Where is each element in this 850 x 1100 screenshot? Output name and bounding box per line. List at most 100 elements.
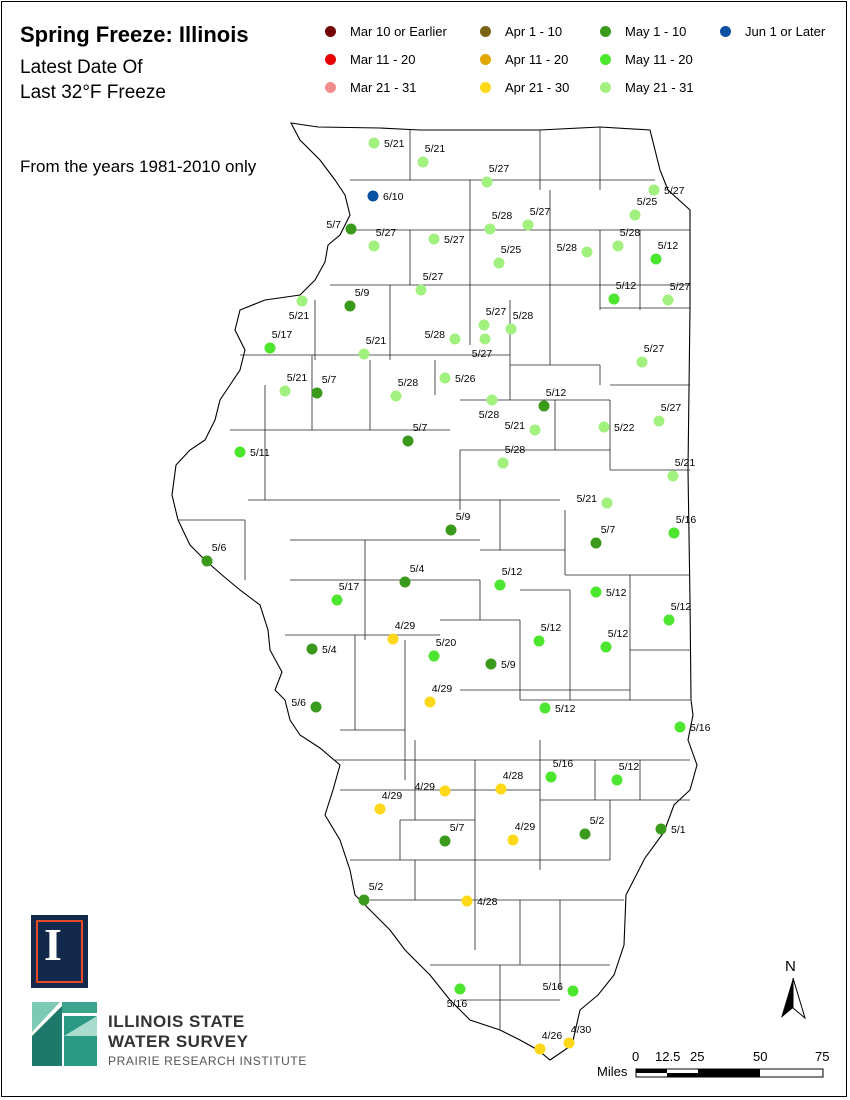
station-dot <box>507 834 519 846</box>
station-date-label: 5/12 <box>658 240 679 252</box>
station-dot <box>358 894 370 906</box>
station-date-label: 5/22 <box>614 422 635 434</box>
station-date-label: 5/6 <box>291 697 306 709</box>
station-dot <box>424 696 436 708</box>
station-dot <box>505 323 517 335</box>
legend-label: Jun 1 or Later <box>745 24 826 39</box>
station-dot <box>402 435 414 447</box>
station-dot <box>310 701 322 713</box>
station-date-label: 5/27 <box>444 234 465 246</box>
station-dot <box>296 295 308 307</box>
legend-label: May 11 - 20 <box>625 52 693 67</box>
station-dot <box>539 702 551 714</box>
station-dot <box>650 253 662 265</box>
station-date-label: 5/27 <box>423 271 444 283</box>
station-date-label: 5/12 <box>616 280 637 292</box>
legend-item: Mar 11 - 20 <box>325 52 416 67</box>
station-dot <box>629 209 641 221</box>
station-date-label: 5/7 <box>413 422 428 434</box>
state-outline <box>171 122 698 1061</box>
station-date-label: 5/9 <box>501 659 516 671</box>
station-date-label: 5/21 <box>505 420 526 432</box>
station-date-label: 5/11 <box>250 447 270 459</box>
legend-item: Mar 21 - 31 <box>325 80 416 95</box>
legend-item: May 11 - 20 <box>600 52 693 67</box>
legend-item: Apr 1 - 10 <box>480 24 562 39</box>
station-date-label: 5/16 <box>676 514 697 526</box>
station-date-label: 5/27 <box>670 281 691 293</box>
station-dot <box>201 555 213 567</box>
period-note: From the years 1981-2010 only <box>20 157 257 176</box>
station-dot <box>439 785 451 797</box>
station-dot <box>367 190 379 202</box>
station-date-label: 5/26 <box>455 373 476 385</box>
station-dot <box>264 342 276 354</box>
station-dot <box>497 457 509 469</box>
legend-label: Apr 21 - 30 <box>505 80 570 95</box>
station-date-label: 5/28 <box>492 210 513 222</box>
legend-swatch <box>600 82 611 93</box>
station-dot <box>612 240 624 252</box>
station-dot <box>538 400 550 412</box>
station-dot <box>494 579 506 591</box>
station-dot <box>655 823 667 835</box>
station-date-label: 5/16 <box>543 981 564 993</box>
station-date-label: 5/7 <box>601 524 616 536</box>
station-dot <box>648 184 660 196</box>
station-dot <box>374 803 386 815</box>
legend-item: Jun 1 or Later <box>720 24 825 39</box>
station-dot <box>608 293 620 305</box>
station-date-label: 5/21 <box>675 457 696 469</box>
station-date-label: 5/12 <box>541 622 562 634</box>
station-dot <box>636 356 648 368</box>
station-date-label: 5/28 <box>620 227 641 239</box>
scale-tick: 75 <box>815 1049 830 1064</box>
station-dot <box>662 294 674 306</box>
station-date-label: 5/12 <box>502 566 523 578</box>
illinois-university-logo: I <box>31 915 88 988</box>
station-dot <box>534 1043 546 1055</box>
station-date-label: 4/29 <box>395 620 416 632</box>
station-date-label: 5/4 <box>322 644 337 656</box>
station-dot <box>590 537 602 549</box>
station-dot <box>581 246 593 258</box>
north-label: N <box>785 958 796 975</box>
station-date-label: 4/29 <box>432 683 453 695</box>
station-date-label: 5/21 <box>366 335 387 347</box>
scale-tick: 25 <box>690 1049 705 1064</box>
station-dot <box>387 633 399 645</box>
station-date-label: 5/21 <box>287 372 308 384</box>
scale-tick: 12.5 <box>655 1049 681 1064</box>
station-dot <box>667 470 679 482</box>
station-date-label: 5/28 <box>505 444 526 456</box>
station-dot <box>668 527 680 539</box>
legend-label: Mar 11 - 20 <box>350 52 416 67</box>
station-dot <box>439 835 451 847</box>
station-dot <box>590 586 602 598</box>
legend-item: Apr 21 - 30 <box>480 80 569 95</box>
station-dot <box>563 1037 575 1049</box>
legend-swatch <box>480 26 491 37</box>
legend-item: May 21 - 31 <box>600 80 694 95</box>
station-dot <box>674 721 686 733</box>
org-name-line2: WATER SURVEY <box>108 1032 249 1051</box>
station-dot <box>545 771 557 783</box>
station-dot <box>493 257 505 269</box>
station-date-label: 6/10 <box>383 191 404 203</box>
station-dot <box>529 424 541 436</box>
station-dot <box>461 895 473 907</box>
legend-item: May 1 - 10 <box>600 24 686 39</box>
scale-unit: Miles <box>597 1064 628 1079</box>
legend-swatch <box>480 82 491 93</box>
map-subtitle-line1: Latest Date Of <box>20 57 143 78</box>
station-date-label: 5/12 <box>619 761 640 773</box>
station-date-label: 5/12 <box>546 387 567 399</box>
legend-item: Mar 10 or Earlier <box>325 24 447 39</box>
map-subtitle-line2: Last 32°F Freeze <box>20 82 166 103</box>
station-dot <box>478 319 490 331</box>
org-name-line1: ILLINOIS STATE <box>108 1012 245 1031</box>
station-date-label: 5/16 <box>690 722 711 734</box>
scale-tick: 50 <box>753 1049 768 1064</box>
station-date-label: 5/9 <box>355 287 370 299</box>
